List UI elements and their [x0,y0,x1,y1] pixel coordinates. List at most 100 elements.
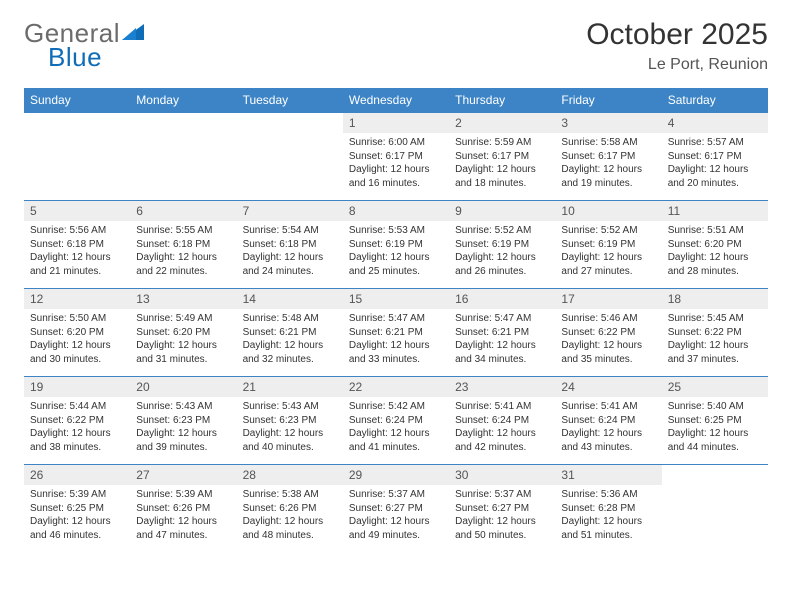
day-info-line: Sunset: 6:20 PM [668,238,762,252]
calendar-day-cell: 12Sunrise: 5:50 AMSunset: 6:20 PMDayligh… [24,289,130,377]
title-block: October 2025 Le Port, Reunion [586,18,768,74]
day-info-line: Sunset: 6:22 PM [30,414,124,428]
day-number: 15 [343,289,449,309]
day-number: 20 [130,377,236,397]
calendar-day-cell: 17Sunrise: 5:46 AMSunset: 6:22 PMDayligh… [555,289,661,377]
day-info-line: Daylight: 12 hours [668,427,762,441]
day-info-line: Sunset: 6:17 PM [561,150,655,164]
calendar-day-cell: 19Sunrise: 5:44 AMSunset: 6:22 PMDayligh… [24,377,130,465]
day-info-line: Daylight: 12 hours [349,339,443,353]
day-info-line: and 19 minutes. [561,177,655,191]
day-info-line: Daylight: 12 hours [455,163,549,177]
day-body [662,485,768,541]
calendar-day-cell: 31Sunrise: 5:36 AMSunset: 6:28 PMDayligh… [555,465,661,553]
day-info-line: and 42 minutes. [455,441,549,455]
day-number: . [662,465,768,485]
calendar-week-row: 12Sunrise: 5:50 AMSunset: 6:20 PMDayligh… [24,289,768,377]
day-info-line: Sunrise: 5:52 AM [561,224,655,238]
day-info-line: Sunrise: 5:38 AM [243,488,337,502]
day-info-line: Sunrise: 5:43 AM [243,400,337,414]
day-body: Sunrise: 5:41 AMSunset: 6:24 PMDaylight:… [555,397,661,464]
day-info-line: Sunrise: 5:47 AM [455,312,549,326]
day-number: 28 [237,465,343,485]
day-number: 21 [237,377,343,397]
day-info-line: Sunrise: 5:44 AM [30,400,124,414]
day-number: . [237,113,343,133]
calendar-day-cell: 1Sunrise: 6:00 AMSunset: 6:17 PMDaylight… [343,113,449,201]
weekday-header-row: SundayMondayTuesdayWednesdayThursdayFrid… [24,88,768,113]
calendar-body: ...1Sunrise: 6:00 AMSunset: 6:17 PMDayli… [24,113,768,553]
day-number: 31 [555,465,661,485]
day-number: 23 [449,377,555,397]
day-info-line: Sunrise: 5:36 AM [561,488,655,502]
day-number: 12 [24,289,130,309]
weekday-header: Wednesday [343,88,449,113]
day-info-line: Daylight: 12 hours [349,251,443,265]
calendar-day-cell: . [24,113,130,201]
day-info-line: Sunrise: 5:55 AM [136,224,230,238]
day-info-line: and 16 minutes. [349,177,443,191]
day-info-line: and 35 minutes. [561,353,655,367]
day-info-line: Sunrise: 5:54 AM [243,224,337,238]
day-info-line: Daylight: 12 hours [30,427,124,441]
day-body: Sunrise: 5:37 AMSunset: 6:27 PMDaylight:… [449,485,555,552]
day-info-line: Sunrise: 5:48 AM [243,312,337,326]
day-body: Sunrise: 5:56 AMSunset: 6:18 PMDaylight:… [24,221,130,288]
day-body [24,133,130,189]
day-info-line: and 48 minutes. [243,529,337,543]
day-body [130,133,236,189]
day-body: Sunrise: 6:00 AMSunset: 6:17 PMDaylight:… [343,133,449,200]
day-number: 16 [449,289,555,309]
day-info-line: Sunrise: 5:51 AM [668,224,762,238]
day-body: Sunrise: 5:39 AMSunset: 6:25 PMDaylight:… [24,485,130,552]
day-info-line: Sunrise: 5:52 AM [455,224,549,238]
day-info-line: and 24 minutes. [243,265,337,279]
day-number: 22 [343,377,449,397]
day-number: 8 [343,201,449,221]
day-info-line: Daylight: 12 hours [561,251,655,265]
day-info-line: and 20 minutes. [668,177,762,191]
day-info-line: Daylight: 12 hours [243,515,337,529]
brand-part2-wrap: Blue [48,42,102,73]
day-info-line: Sunset: 6:27 PM [349,502,443,516]
day-body: Sunrise: 5:36 AMSunset: 6:28 PMDaylight:… [555,485,661,552]
day-info-line: Daylight: 12 hours [349,427,443,441]
day-info-line: Sunset: 6:20 PM [136,326,230,340]
day-number: . [130,113,236,133]
calendar-day-cell: 8Sunrise: 5:53 AMSunset: 6:19 PMDaylight… [343,201,449,289]
calendar-table: SundayMondayTuesdayWednesdayThursdayFrid… [24,88,768,552]
day-body: Sunrise: 5:55 AMSunset: 6:18 PMDaylight:… [130,221,236,288]
day-info-line: and 47 minutes. [136,529,230,543]
day-info-line: and 21 minutes. [30,265,124,279]
calendar-day-cell: 3Sunrise: 5:58 AMSunset: 6:17 PMDaylight… [555,113,661,201]
day-info-line: Daylight: 12 hours [455,251,549,265]
day-info-line: Sunrise: 5:43 AM [136,400,230,414]
day-info-line: Daylight: 12 hours [243,339,337,353]
day-info-line: Sunrise: 5:41 AM [561,400,655,414]
day-number: 10 [555,201,661,221]
day-info-line: Daylight: 12 hours [136,339,230,353]
day-info-line: and 25 minutes. [349,265,443,279]
calendar-day-cell: 13Sunrise: 5:49 AMSunset: 6:20 PMDayligh… [130,289,236,377]
day-info-line: Sunset: 6:18 PM [30,238,124,252]
location-label: Le Port, Reunion [586,56,768,74]
day-info-line: Daylight: 12 hours [30,515,124,529]
weekday-header: Saturday [662,88,768,113]
calendar-day-cell: . [662,465,768,553]
day-info-line: Daylight: 12 hours [243,251,337,265]
day-info-line: Sunrise: 5:37 AM [349,488,443,502]
calendar-week-row: 26Sunrise: 5:39 AMSunset: 6:25 PMDayligh… [24,465,768,553]
day-info-line: Sunrise: 5:46 AM [561,312,655,326]
day-body: Sunrise: 5:47 AMSunset: 6:21 PMDaylight:… [449,309,555,376]
day-body: Sunrise: 5:59 AMSunset: 6:17 PMDaylight:… [449,133,555,200]
calendar-day-cell: 4Sunrise: 5:57 AMSunset: 6:17 PMDaylight… [662,113,768,201]
day-body: Sunrise: 5:45 AMSunset: 6:22 PMDaylight:… [662,309,768,376]
calendar-day-cell: 15Sunrise: 5:47 AMSunset: 6:21 PMDayligh… [343,289,449,377]
day-info-line: and 34 minutes. [455,353,549,367]
calendar-day-cell: 29Sunrise: 5:37 AMSunset: 6:27 PMDayligh… [343,465,449,553]
day-body: Sunrise: 5:47 AMSunset: 6:21 PMDaylight:… [343,309,449,376]
day-info-line: Sunset: 6:17 PM [455,150,549,164]
day-info-line: and 39 minutes. [136,441,230,455]
day-info-line: Sunset: 6:27 PM [455,502,549,516]
day-info-line: Sunset: 6:24 PM [349,414,443,428]
